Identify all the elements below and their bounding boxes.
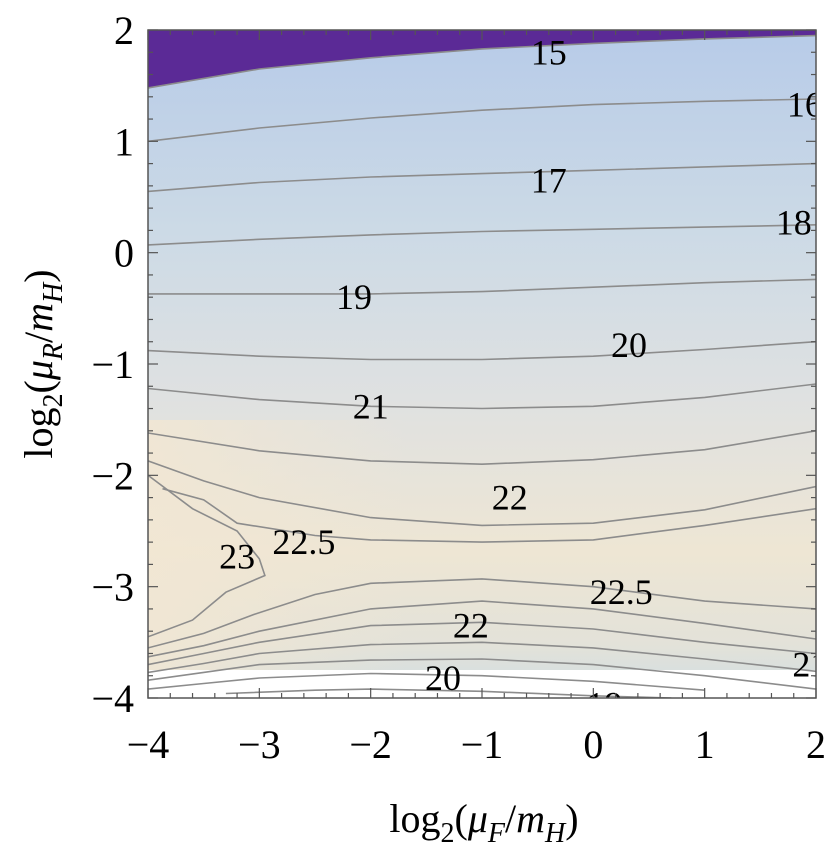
y-tick-label: −3 <box>91 565 134 610</box>
x-tick-label: −3 <box>238 722 281 767</box>
y-tick-label: 0 <box>114 231 134 276</box>
y-tick-label: −1 <box>91 342 134 387</box>
contour-label-12: 21 <box>792 645 828 685</box>
x-tick-label: −2 <box>349 722 392 767</box>
contour-label-10: 22.5 <box>590 572 653 612</box>
contour-line-15 <box>148 658 816 690</box>
contour-label-1: 16 <box>787 85 823 125</box>
contour-line-16 <box>148 672 705 691</box>
contour-line-4 <box>148 278 816 295</box>
x-tick-label: −1 <box>461 722 504 767</box>
y-axis-title: log2(μR/mH) <box>16 269 69 458</box>
y-tick-label: −2 <box>91 453 134 498</box>
contour-label-13: 20 <box>425 658 461 698</box>
contour-labels: 15 16 17 18 19 20 21 22 22.5 23 22.5 22 21 20 19 <box>219 32 828 725</box>
y-tick-label: 1 <box>114 119 134 164</box>
contour-line-13 <box>148 621 816 666</box>
contour-line-17 <box>225 688 672 698</box>
y-tick-label: −4 <box>91 676 134 721</box>
contour-label-2: 17 <box>531 160 567 200</box>
contour-lines <box>148 34 816 698</box>
contour-line-2 <box>148 162 816 193</box>
contour-line-10 <box>148 474 266 638</box>
warm-region <box>148 420 408 670</box>
contour-line-5 <box>148 340 816 361</box>
x-axis-title: log2(μF/mH) <box>389 796 578 847</box>
x-tick-label: 1 <box>695 722 715 767</box>
plot-area: 15 16 17 18 19 20 21 22 22.5 23 22.5 22 21 20 19 <box>148 30 828 725</box>
contour-line-7 <box>148 430 816 466</box>
contour-label-5: 20 <box>611 325 647 365</box>
x-tick-label: 0 <box>583 722 603 767</box>
contour-label-11: 22 <box>453 606 489 646</box>
contour-line-3 <box>148 224 816 246</box>
contour-line-11 <box>148 578 816 649</box>
x-tick-label: −4 <box>127 722 170 767</box>
x-tick-label: 2 <box>806 722 826 767</box>
y-tick-labels: −4 −3 −2 −1 0 1 2 <box>91 8 134 721</box>
x-tick-labels: −4 −3 −2 −1 0 1 2 <box>127 722 826 767</box>
contour-line-6 <box>148 383 816 410</box>
contour-label-7: 22 <box>492 478 528 518</box>
contour-label-3: 18 <box>776 203 812 243</box>
contour-line-8 <box>148 460 816 527</box>
contour-line-14 <box>148 641 816 674</box>
contour-label-9: 23 <box>219 537 255 577</box>
contour-line-12 <box>148 600 816 658</box>
y-tick-label: 2 <box>114 8 134 53</box>
contour-line-1 <box>148 98 816 143</box>
contour-line-9 <box>162 487 816 543</box>
contour-label-0: 15 <box>531 32 567 72</box>
low-value-region <box>148 30 816 88</box>
contour-label-14: 19 <box>587 685 623 725</box>
contour-label-6: 21 <box>353 386 389 426</box>
contour-label-4: 19 <box>336 277 372 317</box>
contour-label-8: 22.5 <box>272 522 335 562</box>
axis-ticks <box>147 29 817 699</box>
